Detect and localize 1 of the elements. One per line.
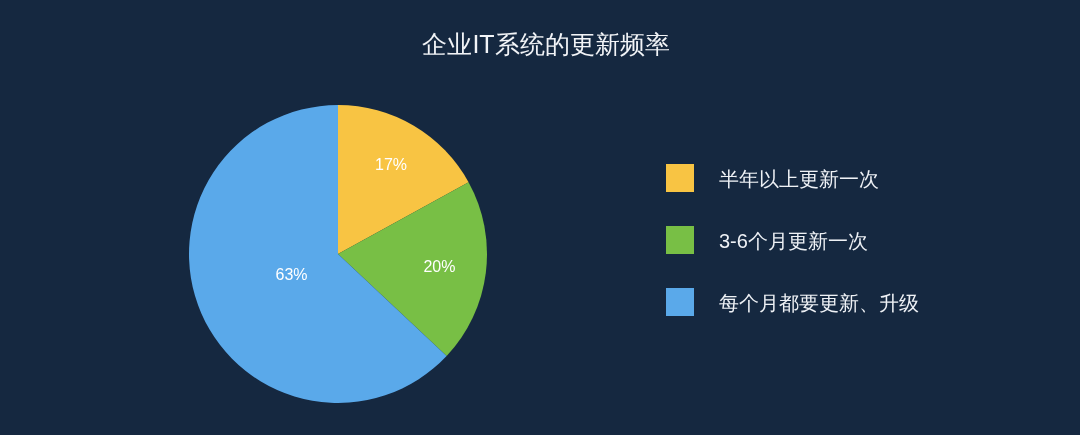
title: 企业IT系统的更新频率 [422, 30, 670, 58]
